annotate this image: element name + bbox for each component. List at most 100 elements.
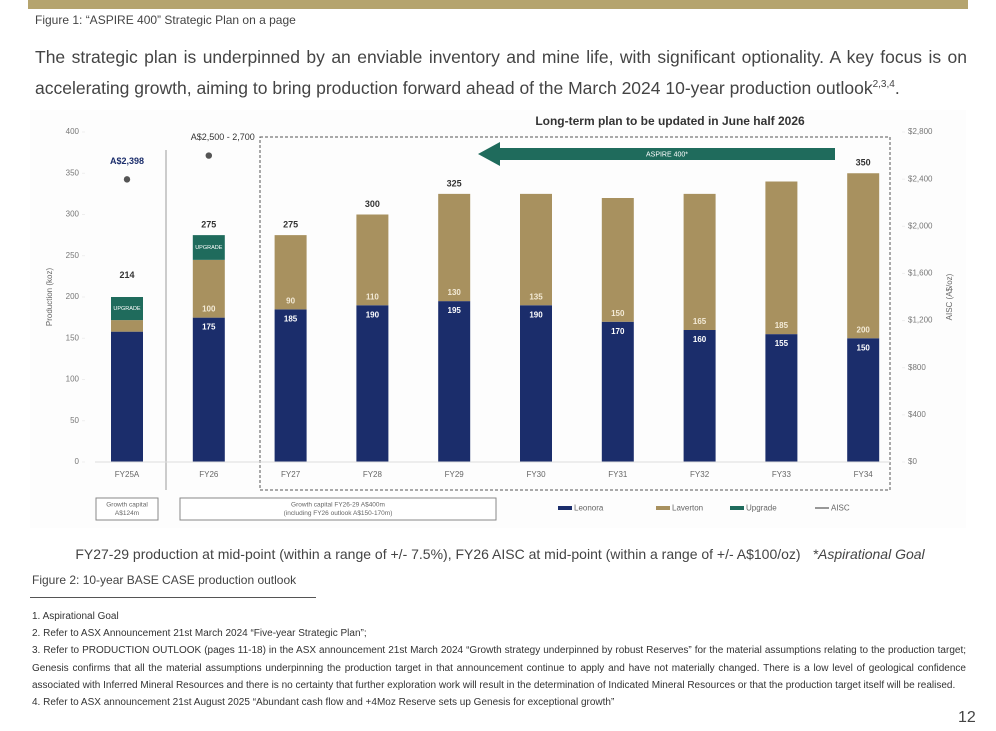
total-label: 214 xyxy=(119,270,134,280)
y2-tick-label: $2,800 xyxy=(908,127,933,136)
bar-segment xyxy=(274,235,307,310)
paragraph-end: . xyxy=(894,77,900,98)
x-tick-label: FY28 xyxy=(363,470,383,479)
capital-box xyxy=(179,497,497,521)
y2-tick-label: $2,400 xyxy=(908,174,933,183)
bar-segment xyxy=(356,305,389,462)
footnote: 3. Refer to PRODUCTION OUTLOOK (pages 11… xyxy=(32,645,966,691)
paragraph-text: The strategic plan is underpinned by an … xyxy=(35,47,967,98)
legend-label: AISC xyxy=(831,504,850,513)
legend-label: Upgrade xyxy=(746,504,777,513)
plan-title: Long-term plan to be updated in June hal… xyxy=(535,114,805,128)
bar-segment xyxy=(111,320,143,332)
footnotes: 1. Aspirational Goal 2. Refer to ASX Ann… xyxy=(32,608,966,711)
y2-tick-label: $1,200 xyxy=(908,316,933,325)
bar-segment xyxy=(274,309,307,462)
y-axis-label: Production (koz) xyxy=(45,268,54,327)
bar-segment xyxy=(765,181,798,335)
x-tick-label: FY25A xyxy=(115,470,140,479)
bar-segment xyxy=(111,297,143,321)
bar-segment xyxy=(438,301,471,462)
legend-swatch xyxy=(656,506,670,510)
data-label: 160 xyxy=(693,335,707,344)
bar-segment xyxy=(847,338,880,462)
y2-tick-label: $1,600 xyxy=(908,269,933,278)
legend-swatch xyxy=(558,506,572,510)
y-tick-label: 350 xyxy=(66,168,80,177)
bar-segment xyxy=(520,305,552,462)
total-label: 275 xyxy=(201,220,216,230)
rule xyxy=(30,597,316,598)
x-tick-label: FY27 xyxy=(281,470,301,479)
y-tick-label: 200 xyxy=(66,292,80,301)
data-label: 150 xyxy=(857,343,871,352)
y-tick-label: 250 xyxy=(66,251,80,260)
bar-segment xyxy=(683,330,716,462)
y-tick-label: 50 xyxy=(70,416,79,425)
data-label: 185 xyxy=(284,314,298,323)
x-tick-label: FY30 xyxy=(526,470,546,479)
data-label: 165 xyxy=(693,317,707,326)
x-tick-label: FY32 xyxy=(690,470,710,479)
y-tick-label: 300 xyxy=(66,210,80,219)
data-label: 155 xyxy=(775,339,789,348)
data-label: 170 xyxy=(611,327,625,336)
y2-axis-label: AISC (A$/oz) xyxy=(945,273,954,320)
data-label: 200 xyxy=(857,325,871,334)
footnote: 2. Refer to ASX Announcement 21st March … xyxy=(32,628,367,640)
bar-segment xyxy=(192,259,225,318)
y-tick-label: 0 xyxy=(75,457,80,466)
arrow-label: ASPIRE 400* xyxy=(646,151,688,158)
data-label: 100 xyxy=(202,305,216,314)
x-tick-label: FY26 xyxy=(199,470,219,479)
data-label: 110 xyxy=(366,292,379,301)
data-label: 130 xyxy=(448,288,462,297)
header-bar xyxy=(28,0,968,9)
note-text: FY27-29 production at mid-point (within … xyxy=(75,546,801,562)
legend-swatch xyxy=(730,506,744,510)
page-number: 12 xyxy=(958,709,976,726)
data-label: 195 xyxy=(448,306,462,315)
x-tick-label: FY29 xyxy=(445,470,465,479)
capital-text: A$124m xyxy=(115,510,139,517)
data-label: 185 xyxy=(775,321,789,330)
capital-text: Growth capital FY26-29 A$400m xyxy=(291,502,385,509)
chart-background xyxy=(30,110,966,528)
bar-segment xyxy=(111,331,143,462)
aisc-label: A$2,398 xyxy=(110,156,144,166)
legend-label: Leonora xyxy=(574,504,604,513)
footnote: 1. Aspirational Goal xyxy=(32,611,119,622)
segment-text: UPGRADE xyxy=(113,306,141,312)
aisc-point xyxy=(123,176,131,183)
x-tick-label: FY33 xyxy=(772,470,792,479)
paragraph: The strategic plan is underpinned by an … xyxy=(35,44,967,102)
y2-tick-label: $400 xyxy=(908,410,926,419)
plan-box xyxy=(259,136,891,491)
data-label: 150 xyxy=(611,309,625,318)
data-label: 135 xyxy=(529,292,543,301)
y-tick-label: 100 xyxy=(66,375,80,384)
data-label: 190 xyxy=(366,310,380,319)
x-tick-label: FY34 xyxy=(854,470,874,479)
y2-tick-label: $800 xyxy=(908,363,926,372)
bar-segment xyxy=(601,198,634,322)
data-label: 190 xyxy=(529,310,543,319)
y-tick-label: 400 xyxy=(66,127,80,136)
data-label: 175 xyxy=(202,323,216,332)
y-tick-label: 150 xyxy=(66,333,80,342)
total-label: 275 xyxy=(283,220,298,230)
segment-text: UPGRADE xyxy=(195,245,223,251)
bar-segment xyxy=(683,193,716,330)
legend-label: Laverton xyxy=(672,504,703,513)
total-label: 325 xyxy=(447,178,462,188)
y2-tick-label: $2,000 xyxy=(908,221,933,230)
bar-segment xyxy=(192,235,225,260)
chart: 0 50 100 150 200 250 300 350 400 $0 $400 $800 $1,200… xyxy=(30,110,966,528)
bar-segment xyxy=(520,193,552,306)
capital-box xyxy=(95,497,159,521)
bar-segment xyxy=(765,334,798,462)
figure-caption: Figure 2: 10-year BASE CASE production o… xyxy=(32,573,297,587)
aisc-point xyxy=(205,152,212,159)
x-tick-label: FY31 xyxy=(608,470,628,479)
